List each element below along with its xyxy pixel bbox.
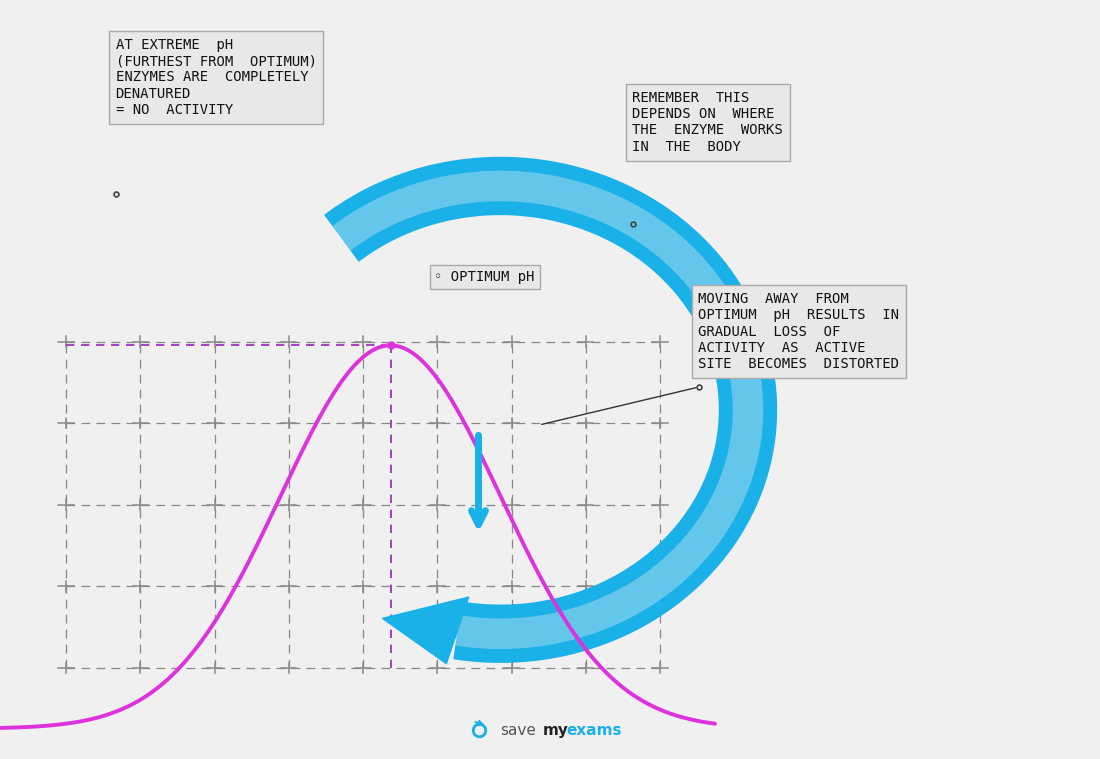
Text: REMEMBER  THIS
DEPENDS ON  WHERE
THE  ENZYME  WORKS
IN  THE  BODY: REMEMBER THIS DEPENDS ON WHERE THE ENZYM… xyxy=(632,91,783,153)
Text: AT EXTREME  pH
(FURTHEST FROM  OPTIMUM)
ENZYMES ARE  COMPLETELY
DENATURED
= NO  : AT EXTREME pH (FURTHEST FROM OPTIMUM) EN… xyxy=(116,38,317,117)
Text: ◦ OPTIMUM pH: ◦ OPTIMUM pH xyxy=(434,270,535,284)
Text: MOVING  AWAY  FROM
OPTIMUM  pH  RESULTS  IN
GRADUAL  LOSS  OF
ACTIVITY  AS  ACTI: MOVING AWAY FROM OPTIMUM pH RESULTS IN G… xyxy=(698,292,900,371)
Text: my: my xyxy=(542,723,569,738)
Polygon shape xyxy=(383,597,469,663)
Text: save: save xyxy=(500,723,537,738)
Text: exams: exams xyxy=(566,723,621,738)
